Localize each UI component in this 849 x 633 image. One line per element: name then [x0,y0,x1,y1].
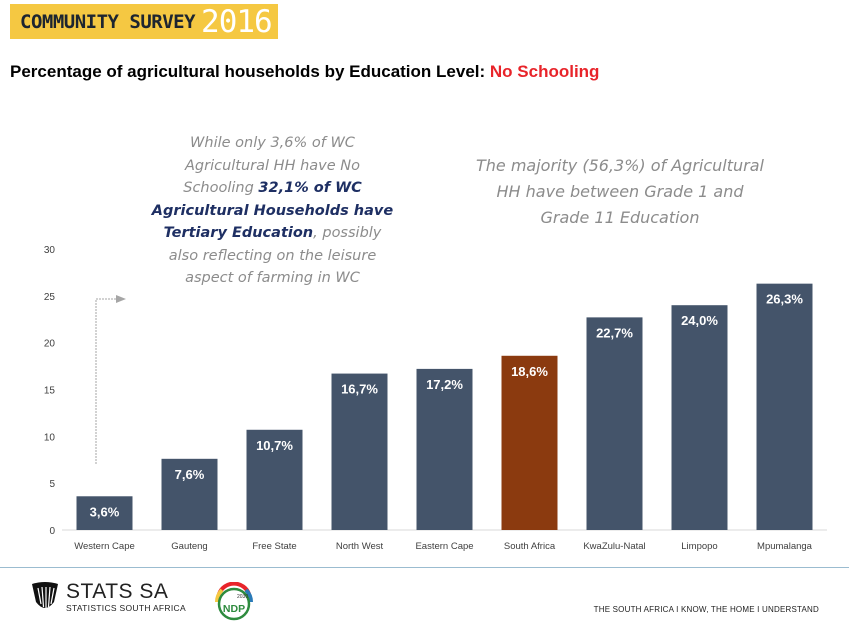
stats-sa-emblem-icon [32,582,58,608]
x-tick-label: Eastern Cape [415,541,473,552]
x-tick-label: North West [336,541,384,552]
bars-group: 3,6% 7,6% 10,7% 16,7% 17,2% 18,6% 22,7% 24,0% 26… [76,283,813,530]
banner-label: COMMUNITY SURVEY [20,10,196,33]
stats-sa-logo: STATS SA STATISTICS SOUTH AFRICA [30,580,186,614]
data-label: 10,7% [256,438,293,453]
y-tick-label: 0 [49,526,55,537]
y-tick-label: 15 [44,386,56,397]
y-axis: 0 5 10 15 20 25 30 [44,245,56,537]
bar-south-africa [501,355,558,530]
annotation-majority: The majority (56,3%) of Agricultural HH … [476,156,764,227]
data-label: 22,7% [596,325,633,340]
bar-gauteng [161,458,218,530]
annotation-left-bold: 32,1% of WC Agricultural Households have… [151,180,394,241]
bar-north-west [331,373,388,530]
footer-divider [0,567,849,568]
x-tick-label: Western Cape [74,541,135,552]
banner-year: 2016 [201,3,273,40]
annotation-left-part2: , possibly also reflecting on the leisur… [168,225,382,286]
data-label: 26,3% [766,292,803,307]
chart-subtitle: Percentage of agricultural households by… [10,62,599,82]
annotation-arrowhead [116,295,126,303]
data-label: 17,2% [426,377,463,392]
x-tick-label: Mpumalanga [757,541,813,552]
logo-main-text: STATS SA [66,580,169,603]
y-tick-label: 30 [44,245,56,256]
x-tick-label: KwaZulu-Natal [583,541,645,552]
bar-chart: 0 5 10 15 20 25 30 3,6% 7,6% 10,7% 16,7% 17,2% 18,6… [44,245,827,552]
annotation-connector [95,298,116,464]
subtitle-highlight: No Schooling [489,62,600,81]
ndp-year: 2030 [237,594,248,600]
subtitle-text: Percentage of agricultural households by… [10,62,490,81]
x-tick-label: Free State [252,541,296,552]
y-tick-label: 25 [44,292,56,303]
ndp-logo-icon: 2030 NDP [215,582,253,621]
data-label: 3,6% [90,504,120,519]
annotation-western-cape: While only 3,6% of WC Agricultural HH ha… [150,132,395,290]
data-label: 18,6% [511,364,548,379]
data-label: 16,7% [341,382,378,397]
annotation-left-part1: While only 3,6% of WC Agricultural HH ha… [183,135,360,196]
bar-free-state [246,429,303,530]
bar-kwazulu-natal [586,317,643,530]
bar-mpumalanga [756,283,813,530]
bar-eastern-cape [416,368,473,530]
y-tick-label: 10 [44,432,56,443]
survey-banner: COMMUNITY SURVEY 2016 [10,3,278,40]
x-tick-label: Limpopo [681,541,717,552]
logo-sub-text: STATISTICS SOUTH AFRICA [66,603,186,613]
footer-tagline: THE SOUTH AFRICA I KNOW, THE HOME I UNDE… [593,605,819,614]
ndp-text: NDP [223,603,245,615]
bar-limpopo [671,305,728,530]
bar-western-cape [76,496,133,530]
y-tick-label: 20 [44,339,56,350]
data-label: 24,0% [681,313,718,328]
data-label: 7,6% [175,467,205,482]
y-tick-label: 5 [49,479,55,490]
x-tick-label: South Africa [504,541,556,552]
x-axis-labels: Western Cape Gauteng Free State North West E… [74,541,812,552]
x-tick-label: Gauteng [171,541,207,552]
